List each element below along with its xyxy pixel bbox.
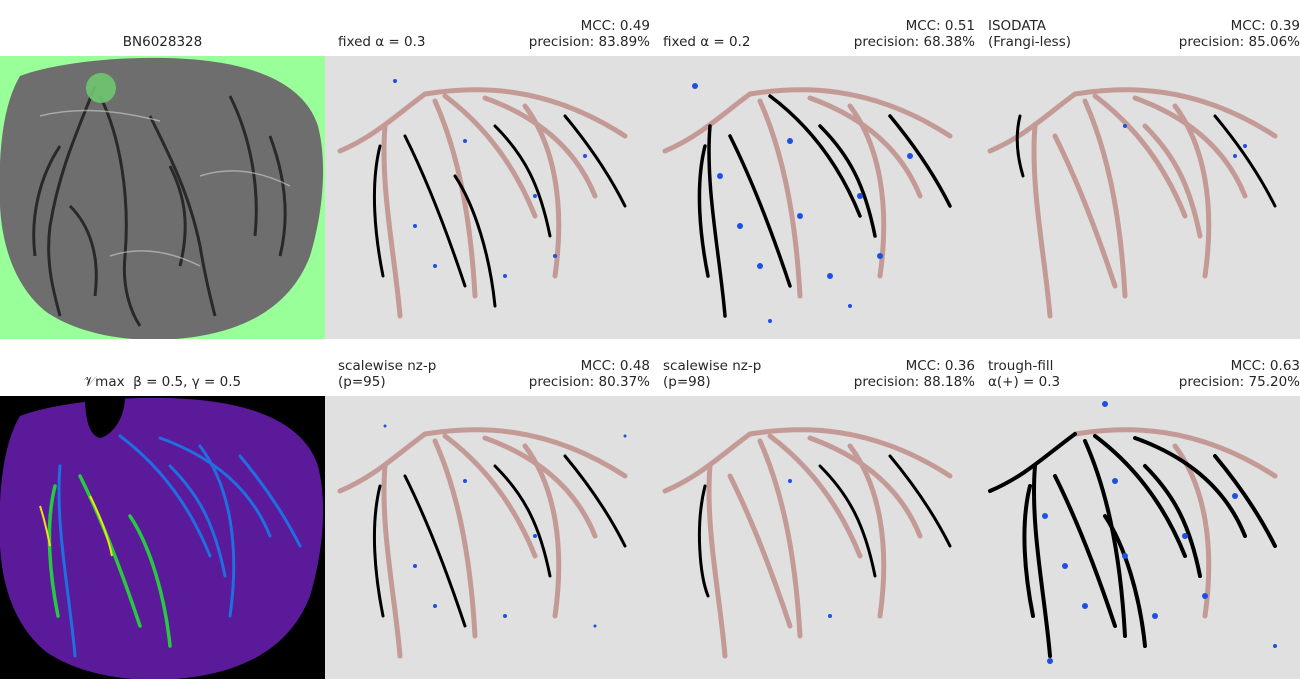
precision-label: precision: 85.06% — [1178, 34, 1300, 50]
segmentation-map — [325, 396, 650, 679]
panel-title: fixed α = 0.3 — [338, 34, 426, 50]
panel-title-line2: (p=95) — [338, 374, 386, 390]
segmentation-map — [975, 56, 1300, 339]
panel-title: 𝒱max β = 0.5, γ = 0.5 — [83, 374, 242, 390]
mcc-label: MCC: 0.63 — [1230, 358, 1300, 374]
precision-label: precision: 88.18% — [853, 374, 975, 390]
mcc-label: MCC: 0.36 — [905, 358, 975, 374]
vesselness-heatmap — [0, 396, 325, 679]
mcc-label: MCC: 0.49 — [580, 18, 650, 34]
panel-title-line1: scalewise nz-p — [338, 358, 437, 374]
raw-heart-image — [0, 56, 325, 339]
mcc-label: MCC: 0.48 — [580, 358, 650, 374]
panel-title-line2: α(+) = 0.3 — [988, 374, 1061, 390]
segmentation-map — [650, 56, 975, 339]
mcc-label: MCC: 0.51 — [905, 18, 975, 34]
precision-label: precision: 80.37% — [528, 374, 650, 390]
panel-title-line1: ISODATA — [988, 18, 1046, 34]
precision-label: precision: 75.20% — [1178, 374, 1300, 390]
panel-title: fixed α = 0.2 — [663, 34, 751, 50]
segmentation-map — [325, 56, 650, 339]
panel-title-line2: (p=98) — [663, 374, 711, 390]
segmentation-map — [975, 396, 1300, 679]
panel-title-line1: trough-fill — [988, 358, 1054, 374]
panel-title-line1: scalewise nz-p — [663, 358, 762, 374]
segmentation-map — [650, 396, 975, 679]
precision-label: precision: 68.38% — [853, 34, 975, 50]
mcc-label: MCC: 0.39 — [1230, 18, 1300, 34]
precision-label: precision: 83.89% — [528, 34, 650, 50]
panel-title: BN6028328 — [122, 34, 203, 50]
panel-title-line2: (Frangi-less) — [988, 34, 1072, 50]
